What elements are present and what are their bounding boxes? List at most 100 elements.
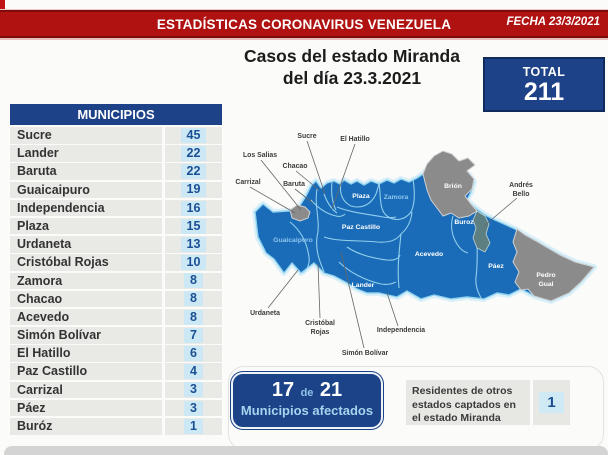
municipio-value: 8 [165,290,222,308]
municipio-value: 22 [165,145,222,162]
miranda-map: Sucre El Hatillo Los Salias Chacao Carri… [228,112,606,370]
header-date: FECHA 23/3/2021 [506,16,600,28]
top-left-red-mark [0,0,5,11]
municipio-name: Guaicaipuro [10,181,162,199]
municipio-name: Simón Bolívar [10,327,162,344]
table-row: Guaicaipuro 19 [10,181,222,199]
map-label-cristobal-rojas: Cristóbal [305,320,335,327]
municipio-name: Plaza [10,217,162,235]
municipio-value: 3 [165,381,222,399]
municipios-table: MUNICIPIOS Sucre 45 Lander 22 Baruta 22 Gua… [10,104,222,436]
table-row: Lander 22 [10,145,222,162]
map-label-sucre: Sucre [297,133,316,140]
residents-value: 1 [539,392,564,413]
affected-count-line: 17 de 21 [233,379,381,402]
affected-label: Municipios afectados [240,403,374,418]
map-label-baruta: Baruta [283,181,305,188]
map-region-los-salias-carrizal [289,204,311,222]
map-region-label-brion: Brión [444,183,462,190]
value-highlight: 19 [180,182,207,198]
map-label-andres-bello-2: Bello [513,191,530,198]
table-row: Acevedo 8 [10,308,222,326]
municipio-value: 4 [165,363,222,380]
municipio-name: Zamora [10,272,162,289]
value-highlight: 45 [180,127,207,143]
map-label-el-hatillo: El Hatillo [340,136,369,143]
map-region-andres-bello [472,210,491,253]
value-highlight: 3 [184,382,203,398]
value-highlight: 13 [180,236,207,252]
value-highlight: 8 [184,291,203,307]
affected-count: 17 [271,379,295,401]
map-region-label-paz-castillo: Paz Castillo [342,224,380,231]
table-row: Zamora 8 [10,272,222,289]
residents-value-box: 1 [533,380,570,425]
map-region-label-pedro-gual-2: Gual [538,281,553,288]
table-row: Sucre 45 [10,127,222,144]
affected-municipios-box: 17 de 21 Municipios afectados [231,372,383,429]
municipios-table-header: MUNICIPIOS [10,104,222,125]
municipio-value: 8 [165,308,222,326]
page-title-line1: Casos del estado Miranda [244,46,460,66]
value-highlight: 22 [180,164,207,180]
map-region-label-lander: Lander [352,282,375,289]
value-highlight: 8 [184,273,203,289]
map-label-los-salias: Los Salias [243,152,277,159]
map-label-cristobal-rojas-2: Rojas [311,329,330,336]
municipio-name: Baruta [10,163,162,180]
map-region-label-paez: Páez [488,263,504,270]
municipio-name: Acevedo [10,308,162,326]
municipio-value: 8 [165,272,222,289]
value-highlight: 8 [184,309,203,325]
table-row: Buróz 1 [10,418,222,435]
municipio-name: Paz Castillo [10,363,162,380]
municipio-value: 1 [165,418,222,435]
map-region-label-acevedo: Acevedo [415,251,443,258]
map-region-pedro-gual [512,228,595,302]
municipio-value: 16 [165,199,222,217]
municipio-name: Chacao [10,290,162,308]
map-region-label-zamora: Zamora [384,194,409,201]
municipio-value: 7 [165,327,222,344]
municipio-value: 45 [165,127,222,144]
municipio-value: 6 [165,345,222,362]
value-highlight: 22 [180,145,207,161]
value-highlight: 7 [184,327,203,343]
bottom-band [4,446,608,455]
map-region-label-pedro-gual: Pedro [536,272,555,279]
affected-de: de [300,387,314,399]
total-value: 211 [523,78,565,106]
total-label: TOTAL [522,65,566,79]
municipio-name: Buróz [10,418,162,435]
page-title: Casos del estado Miranda del día 23.3.20… [222,46,482,90]
municipio-name: Urdaneta [10,236,162,253]
map-region-label-buroz: Buroz [454,219,474,226]
miranda-map-svg: Sucre El Hatillo Los Salias Chacao Carri… [235,133,597,357]
municipio-name: Páez [10,399,162,417]
map-label-chacao: Chacao [283,163,308,170]
table-row: El Hatillo 6 [10,345,222,362]
map-label-andres-bello: Andrés [509,182,533,189]
map-region-label-guaicaipuro: Guaicaipuro [273,237,313,244]
map-leader-lines [249,140,518,349]
table-row: Plaza 15 [10,217,222,235]
municipio-value: 10 [165,254,222,271]
header-title: ESTADÍSTICAS CORONAVIRUS VENEZUELA [156,16,452,32]
value-highlight: 4 [184,364,203,380]
table-row: Carrizal 3 [10,381,222,399]
residents-note: Residentes de otros estados captados en … [406,380,530,425]
municipio-value: 22 [165,163,222,180]
municipio-name: Sucre [10,127,162,144]
table-row: Simón Bolívar 7 [10,327,222,344]
map-label-independencia: Independencia [377,327,425,334]
table-row: Urdaneta 13 [10,236,222,253]
total-box: TOTAL 211 [483,57,605,112]
map-label-carrizal: Carrizal [235,179,260,186]
value-highlight: 10 [180,255,207,271]
header-banner: ESTADÍSTICAS CORONAVIRUS VENEZUELA FECHA… [0,10,608,38]
municipio-name: Lander [10,145,162,162]
affected-total: 21 [319,379,343,401]
municipal-borders [289,178,482,299]
municipio-name: Cristóbal Rojas [10,254,162,271]
